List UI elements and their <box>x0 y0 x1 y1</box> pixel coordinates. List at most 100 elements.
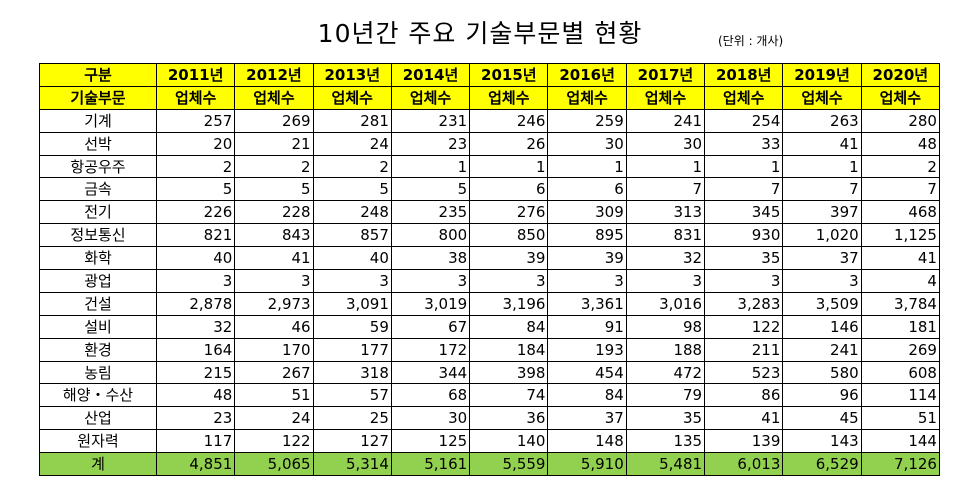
row-value: 843 <box>234 223 314 248</box>
row-value: 68 <box>390 383 471 408</box>
row-value: 148 <box>547 429 627 454</box>
row-value: 231 <box>390 108 471 133</box>
row-value: 1 <box>782 154 862 179</box>
total-row: 계 4,851 5,065 5,314 5,161 5,559 5,910 5,481 6,01… <box>39 452 940 477</box>
total-value: 5,065 <box>234 452 314 477</box>
header-year: 2012년 <box>234 63 314 87</box>
total-value: 5,910 <box>547 452 627 477</box>
row-value: 38 <box>390 246 471 271</box>
row-value: 7 <box>625 177 706 202</box>
row-value: 139 <box>704 429 784 454</box>
row-value: 59 <box>312 314 392 339</box>
row-value: 67 <box>390 314 471 339</box>
row-value: 5 <box>155 177 236 202</box>
row-value: 3 <box>469 269 549 293</box>
row-value: 472 <box>625 360 706 385</box>
row-value: 41 <box>782 131 862 156</box>
row-value: 309 <box>547 200 627 225</box>
row-value: 30 <box>547 131 627 156</box>
row-value: 3 <box>547 269 627 293</box>
row-value: 344 <box>390 360 471 385</box>
row-value: 39 <box>547 246 627 271</box>
row-value: 5 <box>390 177 471 202</box>
header-sub: 업체수 <box>390 85 471 110</box>
row-value: 248 <box>312 200 392 225</box>
row-value: 3,019 <box>390 291 471 316</box>
total-value: 6,529 <box>782 452 862 477</box>
row-value: 37 <box>782 246 862 271</box>
row-value: 1 <box>547 154 627 179</box>
row-value: 143 <box>782 429 862 454</box>
row-name: 화학 <box>39 246 157 271</box>
row-value: 117 <box>155 429 236 454</box>
row-name: 원자력 <box>39 429 157 454</box>
header-sub: 업체수 <box>547 85 627 110</box>
row-name: 환경 <box>39 337 157 362</box>
page-title: 10년간 주요 기술부문별 현황 <box>317 19 643 48</box>
row-value: 140 <box>469 429 549 454</box>
row-value: 127 <box>312 429 392 454</box>
row-name: 해양・수산 <box>39 383 157 408</box>
header-row-years: 구분 2011년 2012년 2013년 2014년 2015년 2016년 2017년 201… <box>39 63 940 87</box>
table-row: 금속 5 5 5 5 6 6 7 7 7 7 <box>39 177 940 202</box>
row-value: 3 <box>155 269 236 293</box>
table-row: 산업 23 24 25 30 36 37 35 41 45 51 <box>39 406 940 431</box>
total-name: 계 <box>39 452 157 477</box>
row-value: 3 <box>312 269 392 293</box>
row-value: 184 <box>469 337 549 362</box>
row-value: 257 <box>155 108 236 133</box>
row-value: 454 <box>547 360 627 385</box>
row-value: 57 <box>312 383 392 408</box>
row-value: 857 <box>312 223 392 248</box>
header-sub: 업체수 <box>860 85 940 110</box>
total-value: 5,559 <box>469 452 549 477</box>
table-row: 정보통신 821 843 857 800 850 895 831 930 1,020 1,125 <box>39 223 940 248</box>
row-value: 3 <box>234 269 314 293</box>
row-value: 215 <box>155 360 236 385</box>
table-row: 농림 215 267 318 344 398 454 472 523 580 608 <box>39 360 940 385</box>
row-value: 3 <box>782 269 862 293</box>
row-value: 930 <box>704 223 784 248</box>
row-value: 7 <box>704 177 784 202</box>
row-value: 1,125 <box>860 223 940 248</box>
row-value: 3,509 <box>782 291 862 316</box>
row-value: 1,020 <box>782 223 862 248</box>
row-name: 정보통신 <box>39 223 157 248</box>
row-value: 831 <box>625 223 706 248</box>
row-value: 170 <box>234 337 314 362</box>
row-value: 36 <box>469 406 549 431</box>
row-value: 2 <box>234 154 314 179</box>
row-value: 40 <box>312 246 392 271</box>
row-value: 51 <box>234 383 314 408</box>
row-value: 45 <box>782 406 862 431</box>
row-name: 산업 <box>39 406 157 431</box>
table-row: 원자력 117 122 127 125 140 148 135 139 143 144 <box>39 429 940 454</box>
table-row: 환경 164 170 177 172 184 193 188 211 241 269 <box>39 337 940 362</box>
row-value: 48 <box>860 131 940 156</box>
row-value: 267 <box>234 360 314 385</box>
row-value: 41 <box>860 246 940 271</box>
row-value: 177 <box>312 337 392 362</box>
row-value: 37 <box>547 406 627 431</box>
row-value: 40 <box>155 246 236 271</box>
row-value: 241 <box>625 108 706 133</box>
row-value: 125 <box>390 429 471 454</box>
row-value: 280 <box>860 108 940 133</box>
row-value: 2 <box>312 154 392 179</box>
row-value: 84 <box>469 314 549 339</box>
row-name: 광업 <box>39 269 157 293</box>
total-value: 5,481 <box>625 452 706 477</box>
header-sub: 업체수 <box>782 85 862 110</box>
row-value: 135 <box>625 429 706 454</box>
row-name: 금속 <box>39 177 157 202</box>
row-value: 51 <box>860 406 940 431</box>
row-value: 246 <box>469 108 549 133</box>
row-value: 20 <box>155 131 236 156</box>
row-value: 2 <box>860 154 940 179</box>
row-value: 2,878 <box>155 291 236 316</box>
row-value: 3 <box>625 269 706 293</box>
row-value: 318 <box>312 360 392 385</box>
header-year: 2017년 <box>625 63 706 87</box>
row-value: 6 <box>547 177 627 202</box>
row-value: 2 <box>155 154 236 179</box>
